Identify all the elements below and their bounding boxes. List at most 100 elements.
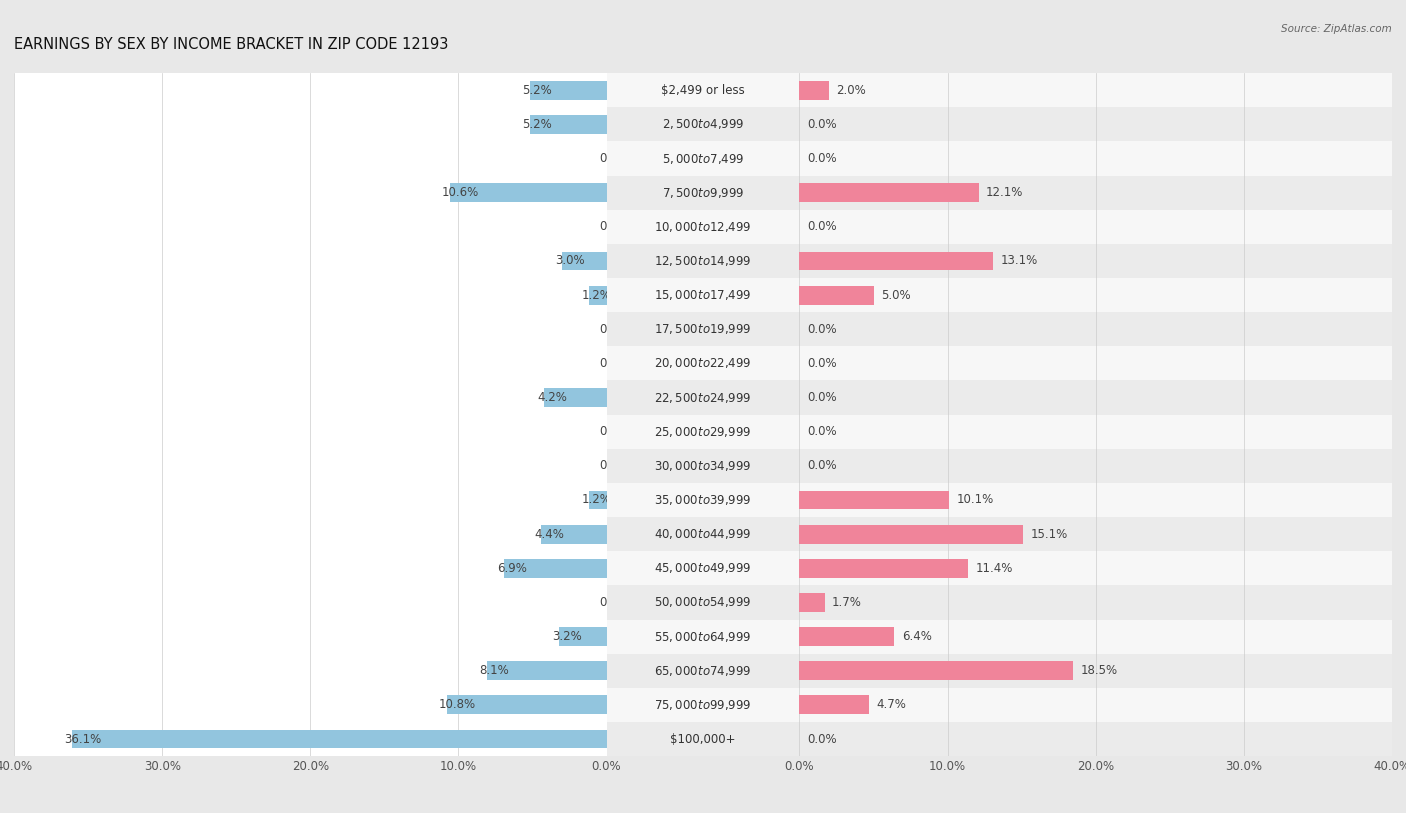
- Text: 6.9%: 6.9%: [496, 562, 527, 575]
- Bar: [800, 285, 873, 305]
- Text: 6.4%: 6.4%: [901, 630, 932, 643]
- Bar: [606, 176, 800, 210]
- Text: 18.5%: 18.5%: [1081, 664, 1118, 677]
- Bar: [800, 559, 969, 578]
- Bar: [606, 244, 1199, 278]
- Bar: [606, 346, 800, 380]
- Bar: [606, 141, 1199, 176]
- Bar: [447, 695, 606, 715]
- Text: 5.2%: 5.2%: [522, 84, 553, 97]
- Text: $35,000 to $39,999: $35,000 to $39,999: [654, 493, 752, 507]
- Bar: [800, 210, 1392, 244]
- Bar: [800, 73, 1392, 107]
- Bar: [606, 722, 1199, 756]
- Bar: [606, 415, 800, 449]
- Bar: [606, 654, 1199, 688]
- Text: 10.1%: 10.1%: [956, 493, 994, 506]
- Text: 12.1%: 12.1%: [986, 186, 1024, 199]
- Text: $30,000 to $34,999: $30,000 to $34,999: [654, 459, 752, 473]
- Bar: [530, 115, 606, 134]
- Text: $55,000 to $64,999: $55,000 to $64,999: [654, 629, 752, 644]
- Text: $45,000 to $49,999: $45,000 to $49,999: [654, 561, 752, 576]
- Bar: [800, 176, 1392, 210]
- Text: 0.0%: 0.0%: [599, 220, 628, 233]
- Text: $50,000 to $54,999: $50,000 to $54,999: [654, 595, 752, 610]
- Text: 0.0%: 0.0%: [599, 425, 628, 438]
- Bar: [589, 285, 606, 305]
- Text: $25,000 to $29,999: $25,000 to $29,999: [654, 424, 752, 439]
- Bar: [800, 483, 1392, 517]
- Text: $12,500 to $14,999: $12,500 to $14,999: [654, 254, 752, 268]
- Bar: [606, 278, 1199, 312]
- Text: 0.0%: 0.0%: [599, 596, 628, 609]
- Text: 4.2%: 4.2%: [537, 391, 567, 404]
- Text: 3.2%: 3.2%: [551, 630, 582, 643]
- Bar: [606, 585, 1199, 620]
- Bar: [800, 346, 1392, 380]
- Text: 0.0%: 0.0%: [807, 459, 837, 472]
- Text: $65,000 to $74,999: $65,000 to $74,999: [654, 663, 752, 678]
- Text: $15,000 to $17,499: $15,000 to $17,499: [654, 288, 752, 302]
- Bar: [800, 585, 1392, 620]
- Text: $75,000 to $99,999: $75,000 to $99,999: [654, 698, 752, 712]
- Text: 0.0%: 0.0%: [807, 357, 837, 370]
- Bar: [606, 210, 800, 244]
- Bar: [800, 415, 1392, 449]
- Bar: [606, 449, 1199, 483]
- Bar: [606, 73, 1199, 107]
- Bar: [606, 107, 800, 141]
- Bar: [606, 551, 800, 585]
- Bar: [800, 449, 1392, 483]
- Text: EARNINGS BY SEX BY INCOME BRACKET IN ZIP CODE 12193: EARNINGS BY SEX BY INCOME BRACKET IN ZIP…: [14, 37, 449, 51]
- Text: $100,000+: $100,000+: [671, 733, 735, 746]
- Bar: [606, 585, 800, 620]
- Bar: [486, 661, 606, 680]
- Bar: [800, 517, 1392, 551]
- Bar: [606, 722, 800, 756]
- Bar: [606, 620, 1199, 654]
- Bar: [606, 210, 1199, 244]
- Bar: [800, 183, 979, 202]
- Bar: [800, 312, 1392, 346]
- Text: 0.0%: 0.0%: [807, 152, 837, 165]
- Text: 1.2%: 1.2%: [581, 493, 612, 506]
- Bar: [606, 380, 1199, 415]
- Text: $20,000 to $22,499: $20,000 to $22,499: [654, 356, 752, 371]
- Text: $40,000 to $44,999: $40,000 to $44,999: [654, 527, 752, 541]
- Bar: [800, 278, 1392, 312]
- Text: 5.0%: 5.0%: [882, 289, 911, 302]
- Text: 2.0%: 2.0%: [837, 84, 866, 97]
- Text: 1.7%: 1.7%: [832, 596, 862, 609]
- Bar: [560, 627, 606, 646]
- Bar: [800, 661, 1073, 680]
- Text: 10.6%: 10.6%: [441, 186, 479, 199]
- Bar: [800, 380, 1392, 415]
- Bar: [606, 551, 1199, 585]
- Bar: [606, 620, 800, 654]
- Bar: [800, 695, 869, 715]
- Bar: [606, 483, 800, 517]
- Bar: [800, 654, 1392, 688]
- Bar: [606, 483, 1199, 517]
- Text: $7,500 to $9,999: $7,500 to $9,999: [662, 185, 744, 200]
- Text: $10,000 to $12,499: $10,000 to $12,499: [654, 220, 752, 234]
- Bar: [606, 312, 1199, 346]
- Bar: [800, 627, 894, 646]
- Bar: [606, 312, 800, 346]
- Text: 0.0%: 0.0%: [807, 220, 837, 233]
- Bar: [800, 620, 1392, 654]
- Bar: [800, 551, 1392, 585]
- Text: 10.8%: 10.8%: [439, 698, 477, 711]
- Bar: [800, 141, 1392, 176]
- Text: 4.7%: 4.7%: [876, 698, 907, 711]
- Bar: [505, 559, 606, 578]
- Bar: [589, 490, 606, 510]
- Text: 1.2%: 1.2%: [581, 289, 612, 302]
- Bar: [606, 654, 800, 688]
- Text: 8.1%: 8.1%: [479, 664, 509, 677]
- Bar: [606, 517, 1199, 551]
- Bar: [606, 346, 1199, 380]
- Bar: [800, 244, 1392, 278]
- Text: 0.0%: 0.0%: [807, 118, 837, 131]
- Text: 0.0%: 0.0%: [599, 323, 628, 336]
